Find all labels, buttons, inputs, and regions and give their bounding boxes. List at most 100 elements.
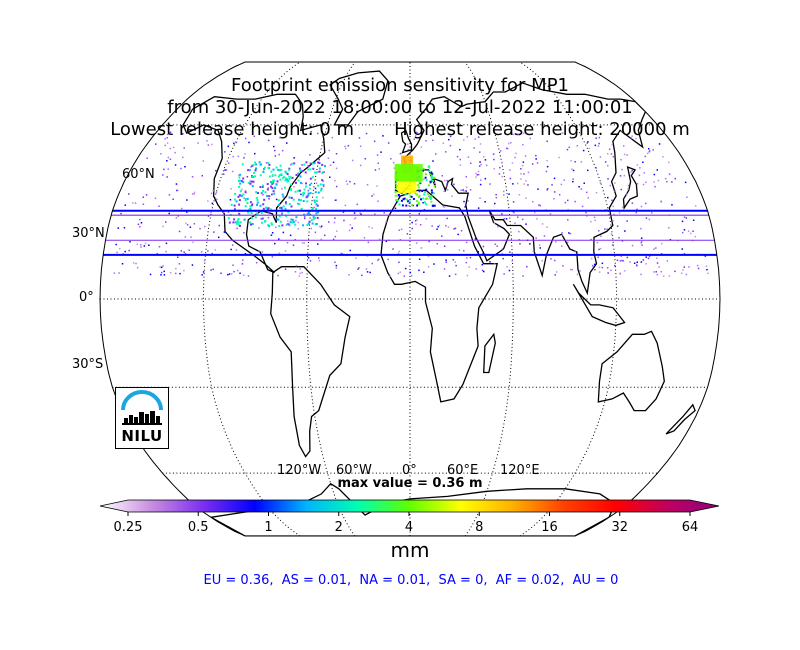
footprint-cell	[561, 245, 563, 247]
footprint-cell	[642, 259, 645, 261]
footprint-cell	[305, 182, 307, 185]
meridian-line	[464, 62, 514, 536]
footprint-cell	[521, 218, 524, 221]
footprint-cell	[177, 256, 179, 258]
footprint-cell	[160, 153, 162, 155]
footprint-cell	[443, 268, 446, 270]
footprint-cell	[292, 220, 295, 223]
footprint-cell	[459, 164, 462, 166]
footprint-cell	[664, 177, 667, 180]
footprint-cell	[612, 244, 614, 246]
footprint-cell	[445, 259, 447, 261]
footprint-cell	[261, 184, 264, 187]
footprint-cell	[242, 193, 245, 196]
footprint-cell	[467, 200, 469, 202]
footprint-cell	[331, 136, 334, 139]
footprint-cell	[564, 201, 567, 204]
footprint-cell	[425, 218, 428, 220]
footprint-cell	[246, 202, 249, 205]
footprint-cell	[301, 271, 303, 274]
footprint-cell	[658, 143, 661, 145]
footprint-cell	[529, 137, 531, 140]
footprint-cell	[292, 198, 295, 201]
footprint-cell	[424, 191, 427, 193]
footprint-cell	[158, 246, 161, 248]
footprint-cell	[394, 182, 397, 185]
footprint-cell	[273, 192, 276, 195]
footprint-cell	[483, 270, 485, 273]
footprint-cell	[595, 167, 597, 169]
footprint-cell	[300, 181, 302, 184]
footprint-cell	[258, 161, 261, 164]
footprint-cell	[274, 187, 277, 190]
land-great-britain	[400, 129, 413, 154]
footprint-cell	[705, 265, 708, 267]
footprint-cell	[315, 196, 318, 199]
footprint-cell	[203, 260, 206, 262]
footprint-cell	[545, 170, 548, 173]
footprint-cell	[395, 199, 398, 202]
footprint-cell	[303, 163, 306, 166]
colorbar-tick-label: 64	[681, 520, 699, 535]
footprint-cell	[156, 252, 158, 255]
footprint-cell	[189, 226, 192, 228]
footprint-cell	[404, 267, 407, 270]
footprint-cell	[215, 169, 217, 172]
footprint-cell	[276, 218, 279, 221]
footprint-cell	[457, 233, 459, 236]
footprint-cell	[124, 250, 126, 253]
footprint-cell	[430, 200, 433, 203]
footprint-cell	[359, 212, 361, 214]
footprint-cell	[467, 156, 470, 158]
footprint-cell	[320, 238, 322, 241]
footprint-cell	[631, 169, 633, 172]
footprint-cell	[361, 274, 363, 277]
footprint-cell	[443, 190, 445, 192]
footprint-cell	[566, 148, 569, 151]
footprint-cell	[267, 167, 270, 169]
footprint-cell	[411, 221, 413, 224]
footprint-cell	[212, 268, 214, 271]
footprint-cell	[622, 206, 624, 209]
footprint-cell	[120, 212, 122, 215]
footprint-cell	[239, 173, 242, 176]
footprint-cell	[215, 191, 218, 194]
footprint-cell	[132, 202, 134, 204]
footprint-cell	[430, 175, 433, 178]
footprint-cell	[374, 213, 376, 215]
footprint-cell	[251, 185, 254, 188]
footprint-cell	[309, 260, 312, 262]
footprint-cell	[621, 259, 623, 262]
footprint-cell	[640, 205, 643, 208]
footprint-cell	[626, 256, 629, 259]
footprint-cell	[239, 224, 241, 227]
footprint-cell	[621, 240, 624, 242]
footprint-cell	[619, 260, 622, 262]
footprint-cell	[409, 271, 411, 274]
footprint-cell	[175, 217, 178, 219]
footprint-cell	[668, 227, 670, 229]
footprint-cell	[286, 173, 289, 176]
footprint-cell	[610, 153, 613, 155]
footprint-cell	[479, 151, 481, 153]
footprint-cell	[277, 218, 280, 221]
footprint-cell	[453, 228, 455, 230]
footprint-cell	[546, 189, 548, 191]
footprint-cell	[281, 224, 284, 227]
footprint-cell	[237, 218, 240, 220]
footprint-cell	[687, 230, 690, 232]
footprint-cell	[574, 200, 576, 203]
footprint-cell	[183, 269, 185, 272]
footprint-cell	[610, 269, 612, 272]
footprint-cell	[598, 248, 600, 251]
footprint-cell	[255, 196, 258, 199]
footprint-cell	[446, 183, 448, 185]
footprint-cell	[453, 183, 455, 186]
footprint-cell	[248, 141, 250, 144]
footprint-cell	[199, 227, 201, 230]
footprint-cell	[319, 225, 321, 228]
footprint-cell	[417, 202, 420, 205]
footprint-cell	[532, 201, 534, 203]
footprint-cell	[282, 195, 285, 198]
footprint-cell	[640, 227, 642, 230]
